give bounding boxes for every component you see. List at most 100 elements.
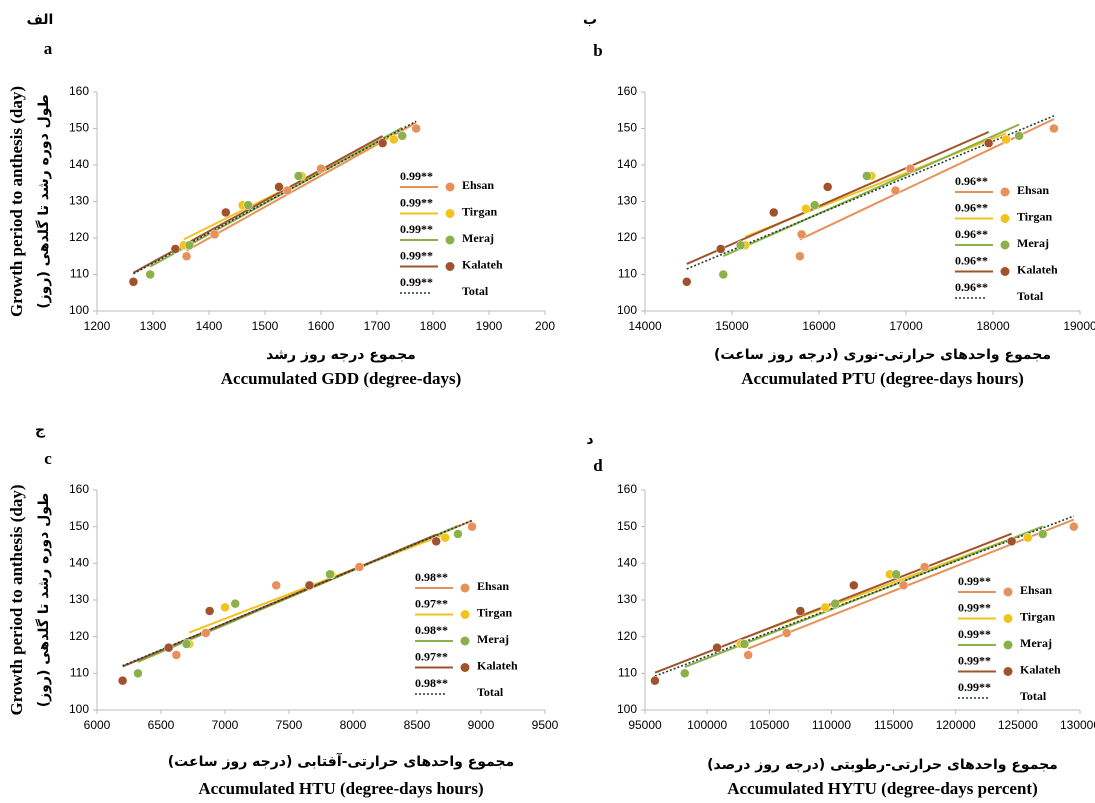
data-point (316, 163, 326, 174)
trend-line (722, 123, 1020, 258)
x-tick-label: 19000 (1063, 319, 1095, 333)
data-point (171, 650, 182, 660)
data-point (712, 642, 722, 653)
legend-fit-label: 0.96** (955, 253, 988, 267)
legend-name: Tirgan (462, 204, 497, 218)
y-tick-label: 130 (69, 592, 89, 606)
data-point (117, 675, 128, 686)
data-point (1023, 532, 1033, 543)
legend-fit-label: 0.96** (955, 200, 988, 214)
data-point (325, 569, 335, 580)
legend-marker (1000, 240, 1010, 250)
legend-name: Tirgan (1020, 609, 1055, 623)
y-tick-label: 160 (69, 84, 89, 98)
data-point (201, 628, 211, 638)
legend-fit-label: 0.99** (400, 195, 433, 209)
y-tick-label: 100 (69, 702, 89, 716)
legend-marker (460, 636, 470, 646)
legend-name: Kalateh (462, 257, 503, 271)
legend-name: Total (477, 685, 504, 699)
data-point (184, 240, 195, 251)
data-point (133, 668, 143, 679)
legend-fit-label: 0.98** (415, 676, 448, 690)
panel-label: a (44, 39, 53, 58)
y-tick-label: 110 (618, 267, 637, 281)
y-tick-label: 120 (617, 230, 637, 244)
legend-marker (1003, 614, 1013, 623)
y-tick-label: 150 (69, 519, 89, 533)
x-axis-label-fa: مجموع واحدهای حرارتی-نوری (درجه روز ساعت… (714, 347, 1051, 363)
data-point (1069, 521, 1079, 532)
data-point (354, 562, 365, 572)
legend-fit-label: 0.99** (958, 600, 991, 614)
x-tick-label: 18000 (976, 319, 1010, 333)
x-tick-label: 115000 (874, 718, 913, 732)
x-axis-label-fa: مجموع درجه روز رشد (266, 347, 416, 363)
legend-name: Ehsan (1020, 583, 1052, 597)
legend-fit-label: 0.99** (400, 169, 433, 183)
data-point (890, 185, 901, 196)
x-tick-label: 8500 (404, 718, 431, 732)
trend-line (188, 533, 446, 634)
panel-label: b (593, 41, 602, 60)
legend-marker (1000, 267, 1010, 276)
legend-fit-label: 0.99** (400, 248, 433, 262)
y-tick-label: 130 (617, 592, 637, 606)
data-point (718, 269, 729, 280)
data-point (389, 134, 399, 145)
legend-marker (445, 209, 455, 218)
data-point (181, 639, 192, 649)
legend-marker (445, 182, 455, 192)
data-point (891, 569, 901, 580)
data-point (743, 650, 753, 660)
legend-fit-label: 0.99** (400, 222, 433, 236)
data-point (467, 521, 477, 532)
data-point (440, 532, 450, 543)
legend-marker (1003, 640, 1013, 650)
y-tick-label: 140 (69, 157, 89, 171)
data-point (271, 580, 281, 591)
data-point (411, 123, 421, 134)
x-tick-label: 15000 (715, 319, 749, 333)
x-tick-label: 9500 (532, 718, 559, 732)
legend-marker (445, 235, 455, 245)
x-axis-label: Accumulated GDD (degree-days) (221, 369, 461, 388)
x-tick-label: 120000 (936, 718, 976, 732)
data-point (145, 269, 155, 280)
x-tick-label: 1700 (364, 319, 391, 333)
y-tick-label: 110 (618, 666, 637, 680)
data-point (230, 598, 240, 609)
y-tick-label: 160 (617, 84, 637, 98)
x-tick-label: 95000 (628, 718, 662, 732)
x-axis-label-fa: مجموع واحدهای حرارتی-آفتابی (درجه روز سا… (168, 752, 514, 770)
x-tick-label: 6000 (84, 718, 111, 732)
y-tick-label: 150 (69, 121, 89, 135)
legend-marker (460, 610, 470, 619)
panel-label-fa: الف (27, 12, 54, 28)
data-point (830, 598, 840, 609)
x-tick-label: 9000 (468, 718, 495, 732)
y-tick-label: 120 (617, 629, 637, 643)
legend-name: Ehsan (1017, 183, 1049, 197)
y-tick-label: 120 (69, 230, 89, 244)
data-point (209, 229, 220, 240)
legend-name: Meraj (477, 632, 509, 646)
data-point (809, 200, 820, 210)
y-tick-label: 160 (69, 482, 89, 496)
legend-fit-label: 0.96** (955, 227, 988, 241)
x-tick-label: 1800 (420, 319, 447, 333)
data-point (796, 229, 807, 240)
panel-label-fa: د (586, 432, 593, 448)
x-tick-label: 200 (535, 319, 555, 333)
y-tick-label: 150 (617, 121, 637, 135)
y-tick-label: 140 (69, 556, 89, 570)
x-tick-label: 1200 (84, 319, 111, 333)
x-tick-label: 1600 (308, 319, 335, 333)
legend-name: Meraj (1017, 236, 1049, 250)
y-axis-label: Growth period to anthesis (day) (7, 86, 26, 317)
legend-fit-label: 0.98** (415, 623, 448, 637)
y-tick-label: 140 (617, 556, 637, 570)
trend-line (132, 135, 384, 274)
panel-label: d (593, 456, 603, 475)
